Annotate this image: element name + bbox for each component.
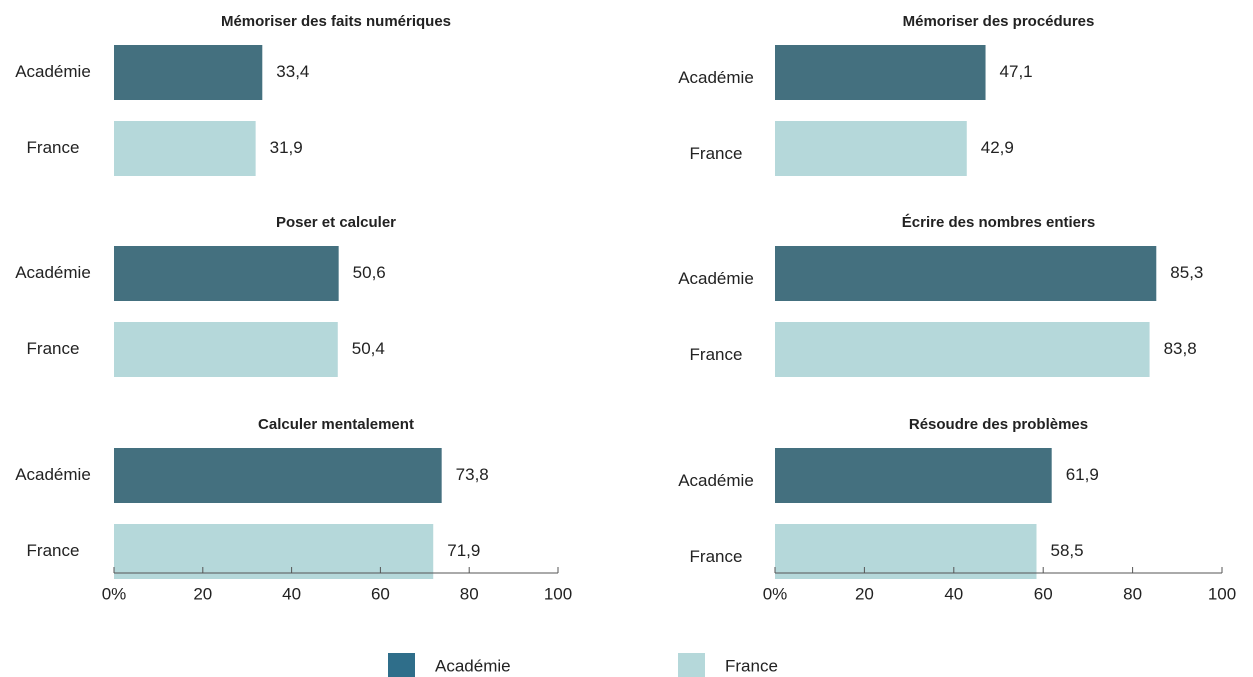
value-label: 73,8 [456, 465, 489, 484]
category-label: France [27, 138, 80, 157]
category-label: Académie [678, 68, 754, 87]
chart-title: Résoudre des problèmes [909, 416, 1088, 433]
category-label: France [27, 339, 80, 358]
bar [775, 121, 967, 176]
x-tick-label: 100 [544, 584, 572, 603]
chart-title: Mémoriser des faits numériques [221, 13, 451, 30]
bar [775, 45, 986, 100]
legend-swatch [678, 653, 705, 677]
x-tick-label: 80 [1123, 584, 1142, 603]
bar [775, 524, 1037, 579]
x-tick-label: 20 [193, 584, 212, 603]
category-label: Académie [678, 269, 754, 288]
value-label: 31,9 [270, 138, 303, 157]
legend-label: Académie [435, 656, 511, 675]
x-tick-label: 80 [460, 584, 479, 603]
bar [114, 45, 263, 100]
value-label: 58,5 [1050, 541, 1083, 560]
chart-title: Mémoriser des procédures [903, 13, 1095, 30]
category-label: Académie [15, 465, 91, 484]
value-label: 83,8 [1164, 339, 1197, 358]
category-label: France [690, 345, 743, 364]
bar [114, 524, 434, 579]
x-tick-label: 40 [282, 584, 301, 603]
value-label: 47,1 [1000, 62, 1033, 81]
bar [114, 448, 442, 503]
value-label: 50,6 [353, 263, 386, 282]
chart-title: Calculer mentalement [258, 416, 414, 433]
chart-title: Écrire des nombres entiers [902, 214, 1095, 231]
category-label: France [690, 144, 743, 163]
x-tick-label: 60 [1034, 584, 1053, 603]
value-label: 50,4 [352, 339, 385, 358]
x-tick-label: 40 [944, 584, 963, 603]
legend-swatch [388, 653, 415, 677]
bar [114, 121, 256, 176]
bar [775, 246, 1157, 301]
legend-label: France [725, 656, 778, 675]
value-label: 61,9 [1066, 465, 1099, 484]
x-tick-label: 20 [855, 584, 874, 603]
category-label: Académie [15, 62, 91, 81]
bar [775, 448, 1052, 503]
value-label: 33,4 [276, 62, 309, 81]
bar [775, 322, 1150, 377]
x-tick-label: 0% [763, 584, 788, 603]
category-label: Académie [678, 471, 754, 490]
value-label: 85,3 [1170, 263, 1203, 282]
value-label: 71,9 [447, 541, 480, 560]
bar [114, 246, 339, 301]
bar [114, 322, 338, 377]
chart-title: Poser et calculer [276, 214, 396, 231]
category-label: France [690, 547, 743, 566]
value-label: 42,9 [981, 138, 1014, 157]
x-tick-label: 0% [102, 584, 127, 603]
x-tick-label: 60 [371, 584, 390, 603]
category-label: France [27, 541, 80, 560]
category-label: Académie [15, 263, 91, 282]
x-tick-label: 100 [1208, 584, 1236, 603]
